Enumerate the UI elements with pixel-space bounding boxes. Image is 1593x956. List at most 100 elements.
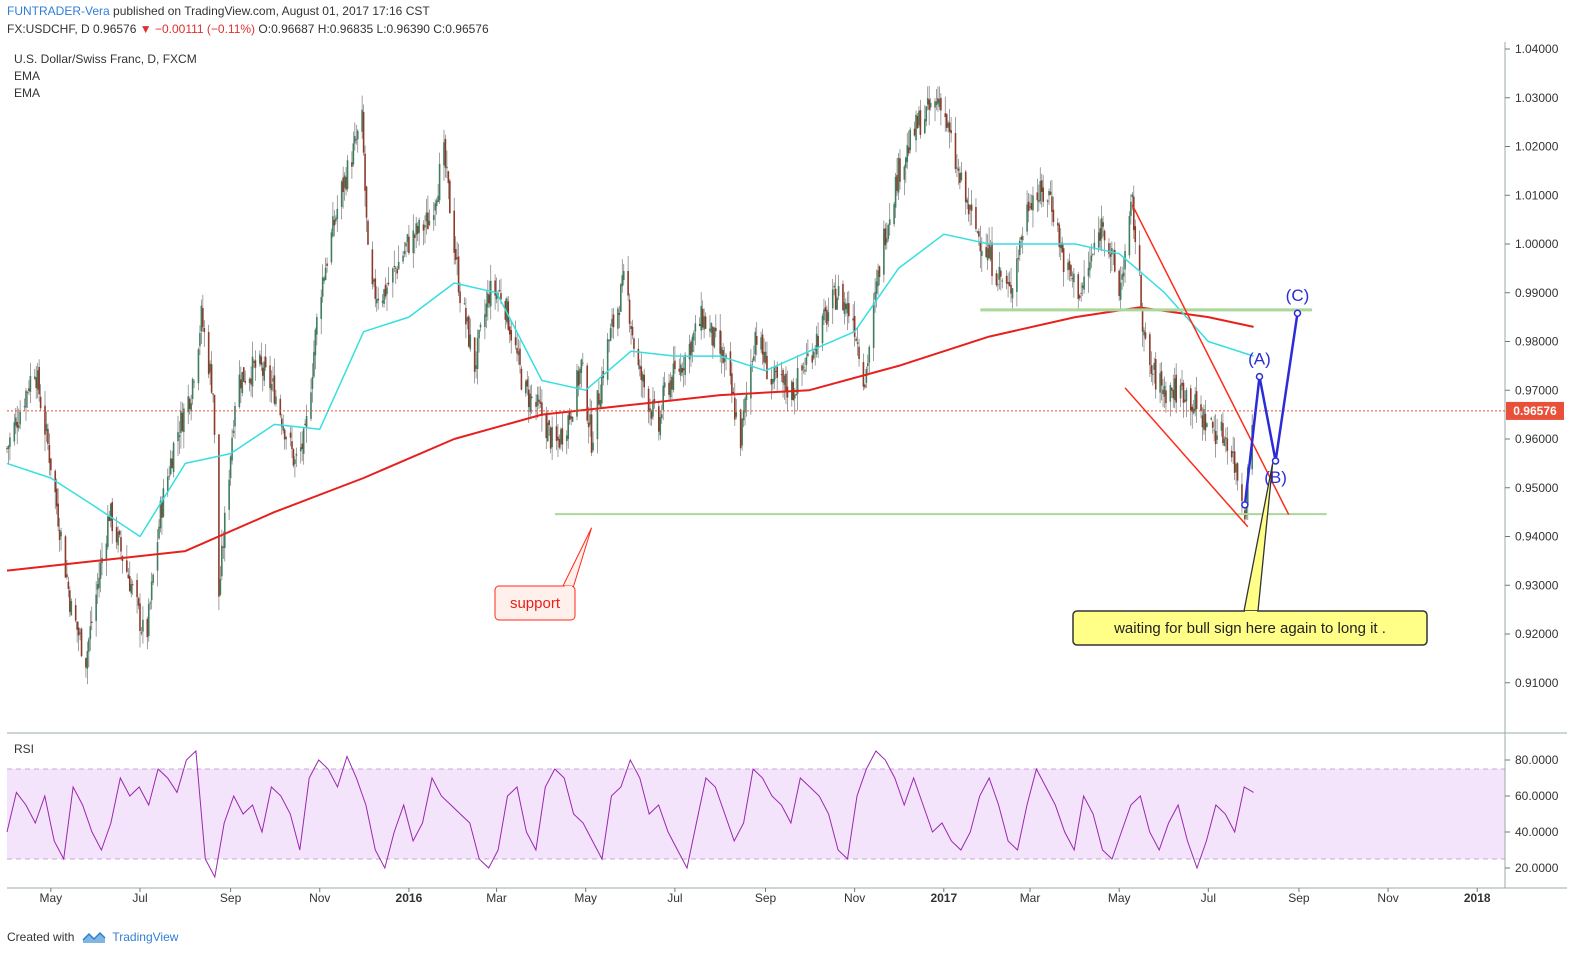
candle-body <box>425 212 428 222</box>
open-value: O:0.96687 <box>258 22 315 36</box>
candle-body <box>858 346 860 360</box>
candle-body <box>1134 226 1137 243</box>
candle-body <box>734 397 736 420</box>
candle-body <box>1206 423 1208 428</box>
candle-body <box>168 475 171 477</box>
candle-body <box>90 621 93 624</box>
candle-body <box>1058 224 1061 248</box>
candle-body <box>435 200 438 207</box>
candle-body <box>488 294 491 304</box>
candle-body <box>650 411 653 419</box>
candle-body <box>526 379 529 387</box>
candle-body <box>807 353 809 357</box>
candle-body <box>761 334 764 355</box>
candle-body <box>253 361 255 363</box>
current-price-label: 0.96576 <box>1513 404 1557 418</box>
candle-body <box>826 309 828 325</box>
candle-body <box>203 327 206 333</box>
candle-body <box>229 456 232 479</box>
author-link[interactable]: FUNTRADER-Vera <box>7 4 110 18</box>
candle-body <box>548 420 551 425</box>
candle-body <box>487 293 489 308</box>
candle-body <box>805 357 808 365</box>
candle-body <box>387 282 390 285</box>
candle-body <box>392 268 394 283</box>
candle-body <box>1061 242 1063 253</box>
candle-body <box>1144 332 1147 339</box>
candle-body <box>367 220 369 245</box>
candle-body <box>954 133 957 169</box>
candle-body <box>773 367 776 382</box>
candle-body <box>836 297 838 310</box>
candle-body <box>434 203 437 211</box>
candle-body <box>478 329 480 339</box>
candle-body <box>443 142 445 166</box>
candle-body <box>1048 191 1050 196</box>
candle-body <box>1162 389 1164 395</box>
candle-body <box>991 242 993 277</box>
candle-body <box>669 380 672 398</box>
candle-body <box>948 122 951 132</box>
candle-body <box>1099 228 1101 241</box>
candle-body <box>855 338 857 341</box>
candle-body <box>449 180 451 214</box>
candle-body <box>304 423 306 426</box>
candle-body <box>1143 330 1145 336</box>
candle-body <box>1016 258 1018 293</box>
candle-body <box>934 101 936 108</box>
candle-body <box>386 287 388 295</box>
candle-body <box>937 98 939 104</box>
candle-body <box>905 157 907 168</box>
candle-body <box>36 370 39 390</box>
candle-body <box>678 368 681 372</box>
candle-body <box>530 396 533 399</box>
candle-body <box>23 406 26 408</box>
high-value: H:0.96835 <box>317 22 374 36</box>
price-tick-label: 0.91000 <box>1515 676 1559 690</box>
candle-body <box>639 365 641 369</box>
candle-body <box>149 602 152 604</box>
candle-body <box>479 324 482 328</box>
candle-body <box>527 389 530 408</box>
candle-body <box>1017 258 1020 260</box>
candle-body <box>6 448 8 450</box>
time-tick-label: Jul <box>667 891 682 905</box>
candle-body <box>913 128 916 136</box>
candle-body <box>1203 409 1205 430</box>
candle-body <box>609 328 612 341</box>
ema-legend-2: EMA <box>14 86 41 100</box>
candle-body <box>918 111 920 126</box>
candle-body <box>846 303 849 314</box>
candle-body <box>291 441 293 450</box>
candle-body <box>1008 281 1011 287</box>
price-tick-label: 1.00000 <box>1515 237 1559 251</box>
candle-body <box>393 266 396 268</box>
candle-body <box>561 428 564 445</box>
time-tick-label: Nov <box>844 891 865 905</box>
candle-body <box>1108 243 1110 254</box>
candle-body <box>45 424 48 432</box>
candle-body <box>209 363 211 373</box>
elliott-wave-point <box>1241 501 1249 509</box>
candle-body <box>674 360 676 369</box>
candle-body <box>210 364 213 393</box>
candle-body <box>190 403 192 412</box>
candle-body <box>285 437 287 440</box>
tradingview-brand-link[interactable]: TradingView <box>112 930 179 944</box>
candle-body <box>383 289 385 304</box>
symbol-label: FX:USDCHF, D <box>7 22 90 36</box>
price-tick-label: 1.01000 <box>1515 188 1559 202</box>
candle-body <box>326 263 328 266</box>
candle-body <box>652 400 654 417</box>
candle-body <box>536 394 539 406</box>
candle-body <box>959 173 961 184</box>
candle-body <box>412 230 415 254</box>
candle-body <box>1010 284 1012 294</box>
candle-body <box>979 241 982 252</box>
footer: Created with TradingView <box>7 930 178 944</box>
candle-body <box>1173 378 1176 401</box>
candle-body <box>159 500 162 529</box>
candle-body <box>1046 200 1049 202</box>
time-tick-label: 2016 <box>396 891 423 905</box>
